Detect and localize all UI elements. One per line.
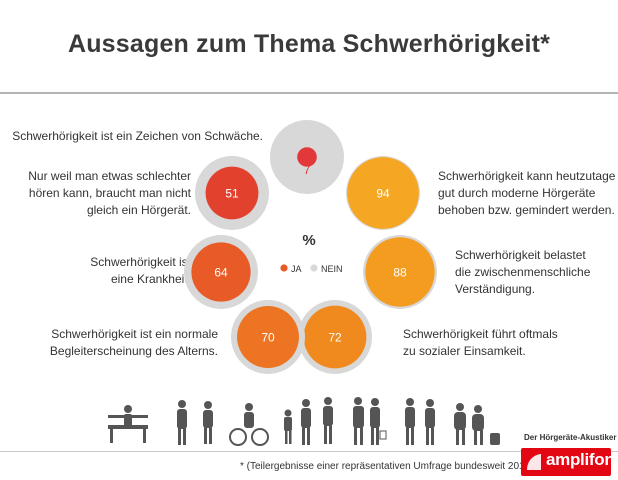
ja-circle (297, 147, 317, 167)
header-divider (0, 92, 618, 94)
amplifon-logo (521, 448, 611, 476)
footer-divider (0, 451, 618, 452)
statement-label: Schwerhörigkeit führt oftmals zu sozialer… (403, 327, 558, 358)
value-label: 88 (393, 266, 407, 280)
statement-label: Schwerhörigkeit kann heutzutage gut durch… (438, 169, 616, 217)
brand-name: amplifon (546, 450, 615, 469)
value-label: 64 (214, 266, 228, 280)
statement-label: Schwerhörigkeit ist eine Krankheit. (90, 255, 191, 286)
unit-label: % (302, 232, 315, 249)
statement-label: Schwerhörigkeit ist ein Zeichen von Schw… (12, 129, 263, 143)
brand-tagline: Der Hörgeräte-Akustiker (524, 433, 617, 442)
statement-label: Schwerhörigkeit ist ein normale Begleiter… (49, 327, 218, 358)
ja-circle (365, 237, 435, 307)
ja-circle (347, 157, 419, 229)
footnote: * (Teilergebnisse einer repräsentativen … (240, 461, 533, 472)
legend-ja-marker (280, 264, 288, 272)
ja-circle (205, 166, 259, 220)
people-silhouettes (108, 397, 500, 446)
statement-label: Nur weil man etwas schlechter hören kann,… (28, 169, 191, 217)
legend-ja-label: JA (291, 264, 302, 274)
ja-circle (237, 306, 299, 368)
ja-circle (191, 242, 251, 302)
legend-nein-label: NEIN (321, 264, 343, 274)
value-label: 7 (304, 163, 311, 177)
chart-title: Aussagen zum Thema Schwerhörigkeit* (67, 30, 551, 58)
value-label: 51 (225, 187, 239, 201)
value-label: 72 (328, 331, 342, 345)
ja-circle (303, 305, 367, 369)
statement-label: Schwerhörigkeit belastet die zwischenmens… (455, 248, 591, 296)
value-label: 70 (261, 331, 275, 345)
value-label: 94 (376, 187, 390, 201)
legend-nein-marker (310, 264, 318, 272)
